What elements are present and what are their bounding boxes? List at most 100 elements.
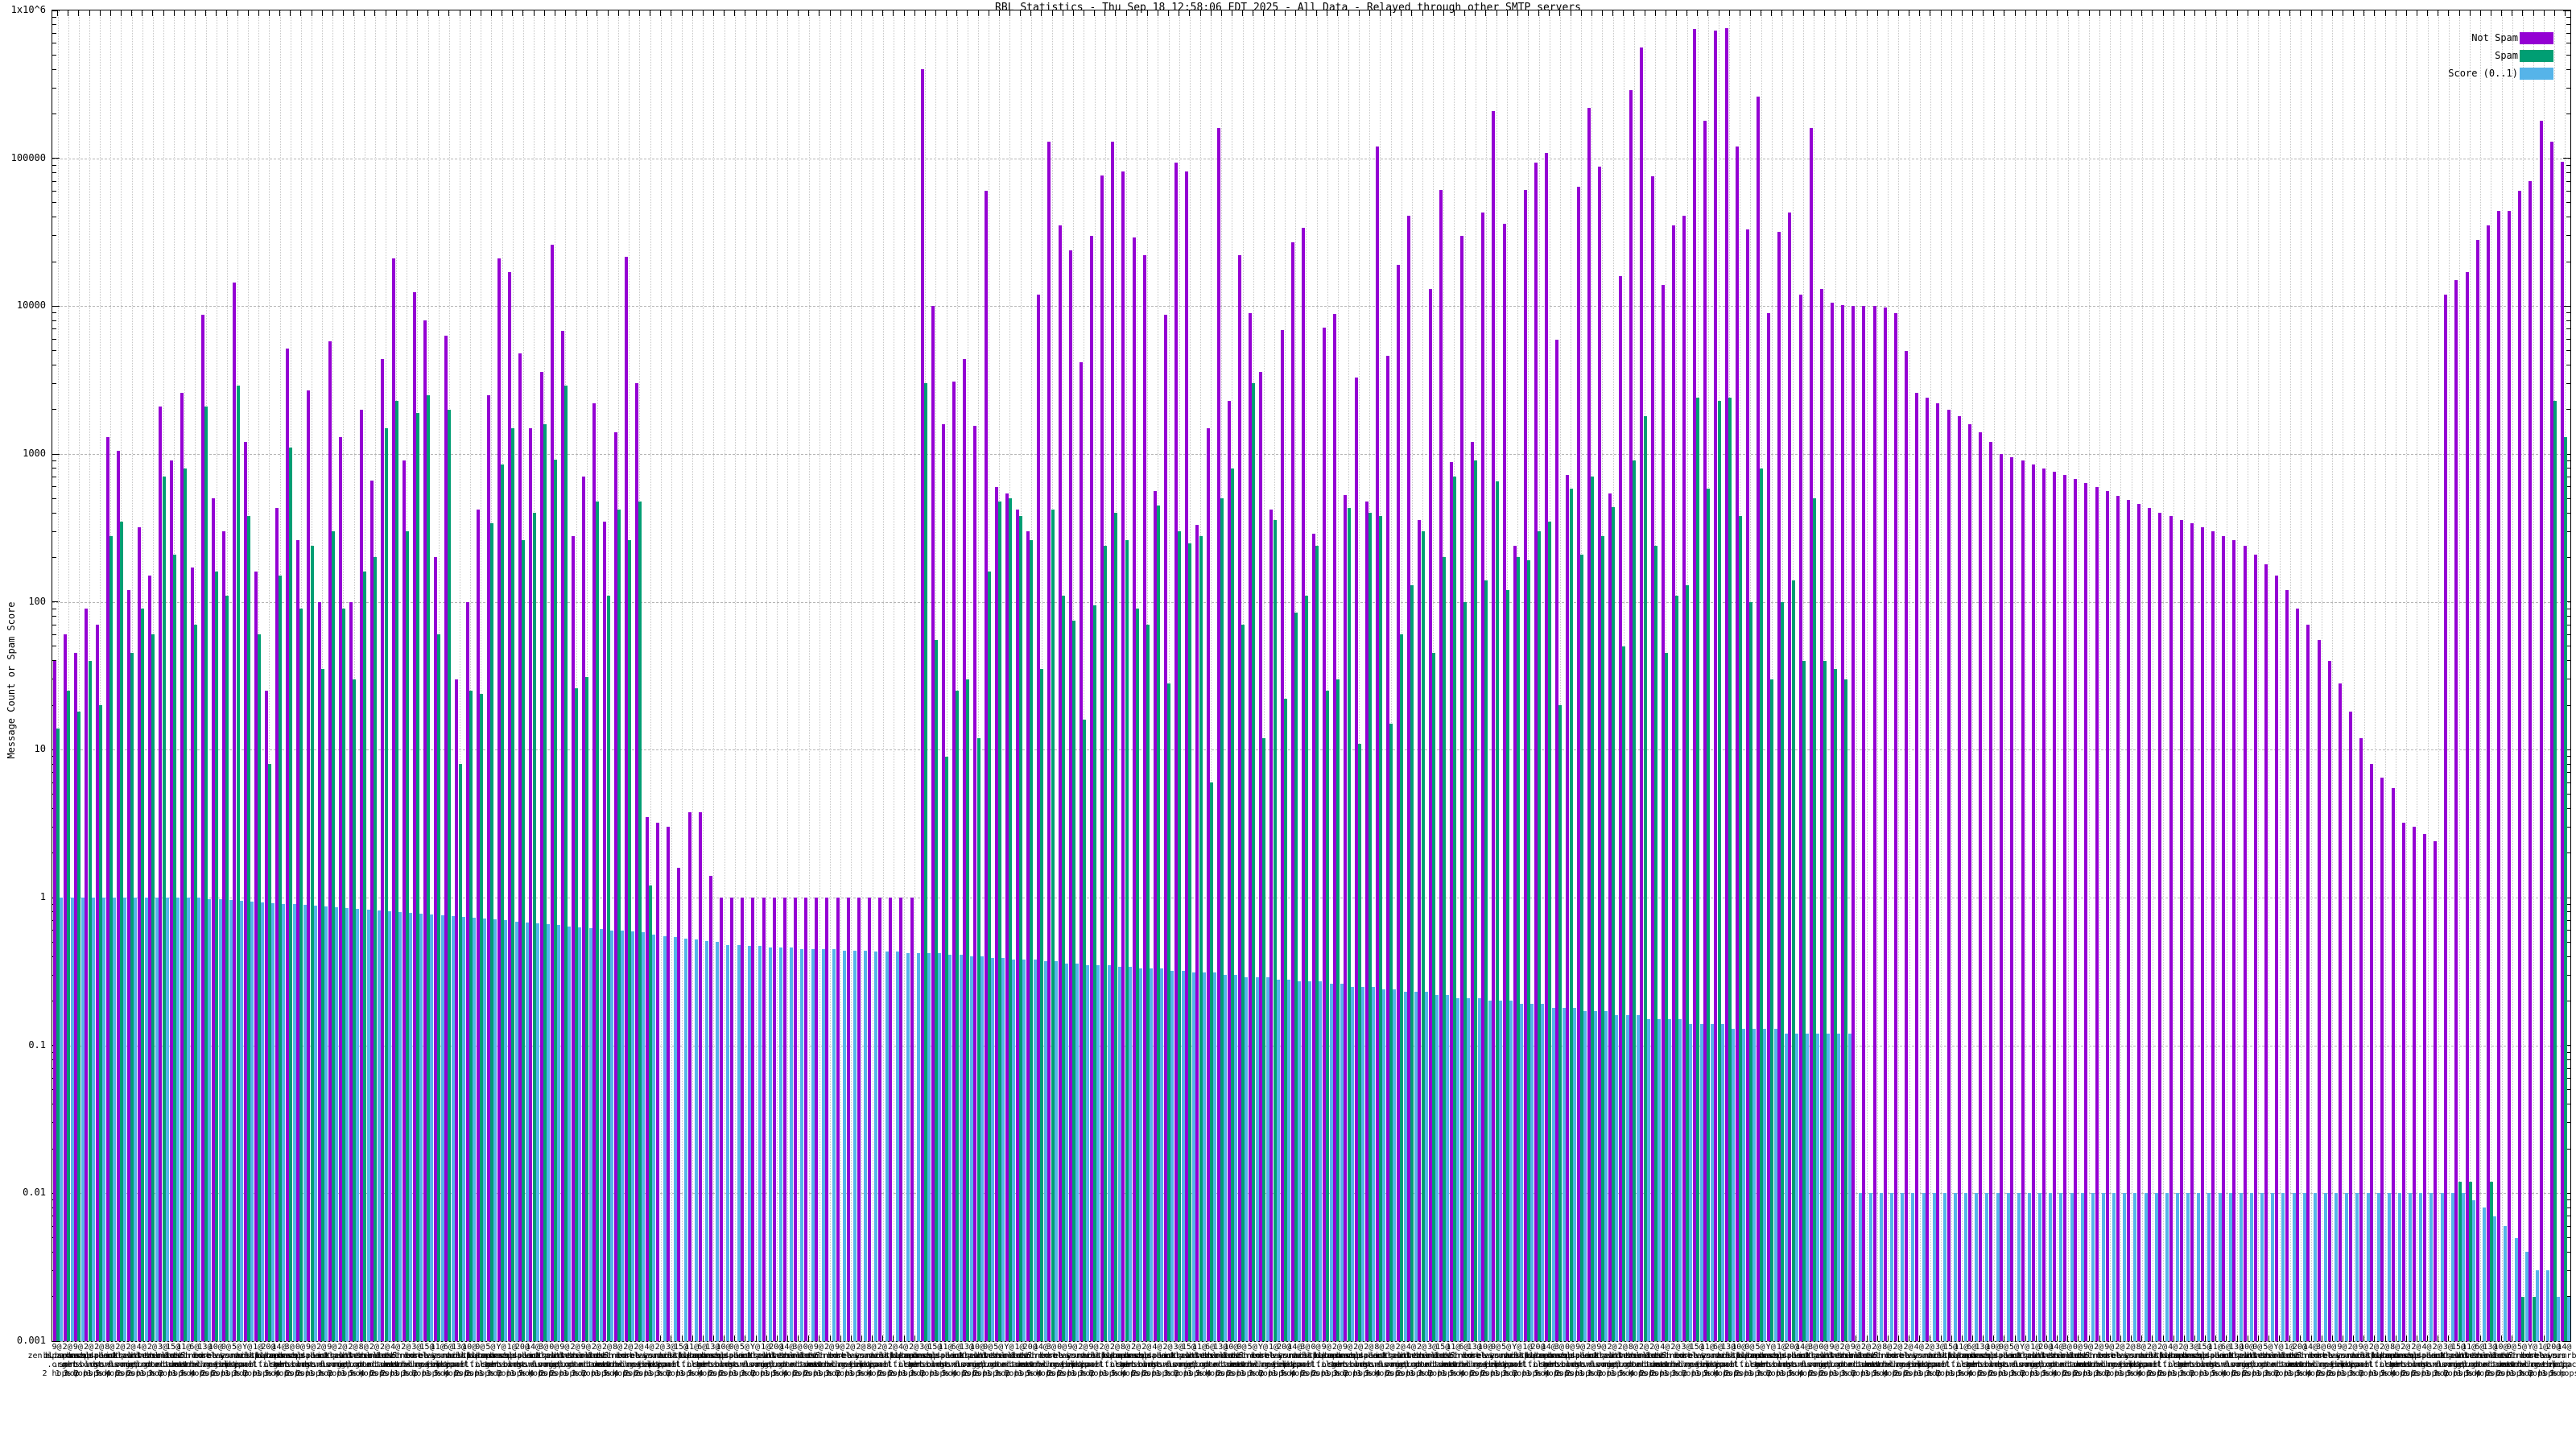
y-minor-tick-right [2566,756,2570,758]
bar-notspam [1375,147,1379,1341]
bar-score [2419,1193,2423,1341]
x-tick-bottom [2226,1335,2227,1341]
bar-notspam [1354,377,1358,1341]
x-tick-bottom [850,1335,852,1341]
bar-notspam [1418,519,1422,1341]
bar-score [652,935,656,1341]
y-minor-tick-right [2566,660,2570,662]
bar-score [1773,1028,1777,1341]
y-minor-tick-right [2566,171,2570,173]
bar-spam [553,459,557,1341]
bar-score [568,926,572,1341]
x-gridline [2311,10,2312,1341]
bar-score [1530,1004,1534,1341]
x-tick-top [1591,10,1592,16]
bar-notspam [1333,313,1337,1341]
x-tick-top [586,10,588,16]
y-minor-tick-right [2566,903,2570,905]
bar-notspam [2000,454,2004,1341]
x-tick-bottom [734,1335,736,1341]
x-tick-label: Y@ truncate .gbudb.net 3 hops [985,1343,1034,1378]
y-minor-tick-left [52,512,56,514]
bar-score [821,948,825,1341]
y-minor-tick-left [52,54,56,56]
bar-notspam [2179,519,2183,1341]
bar-notspam [2232,540,2236,1341]
bar-spam [427,394,431,1341]
bar-notspam [1026,531,1030,1341]
bar-spam [1125,540,1129,1341]
x-tick-top [2226,10,2227,16]
x-tick-label: 3@ z.mailspike .net 3 hops [1913,1343,1967,1378]
bar-notspam [1111,141,1115,1341]
x-tick-top [2300,10,2301,16]
x-tick-label: 3@ z.mailspike .net 4 hops [1278,1343,1332,1378]
x-gridline [2110,10,2112,1341]
x-tick-label: 5@ bl.spamcop .net 1 hop [1736,1343,1785,1378]
bar-score [694,939,698,1341]
x-gridline [882,10,884,1341]
bar-notspam [2264,564,2268,1341]
x-tick-top [946,10,947,16]
bar-score [1837,1034,1841,1341]
bar-spam [1791,580,1795,1341]
x-tick-label: 20@ ubl.unsubscore .com 1 hop [742,1343,811,1378]
x-tick-top [512,10,514,16]
bar-score [1901,1193,1905,1341]
bar-notspam [1037,294,1041,1341]
y-minor-tick-right [2566,704,2570,706]
x-tick-label: 2@ bl.spamcop .net 1 hop [890,1343,939,1378]
bar-notspam [2190,523,2194,1341]
x-tick-top [1707,10,1709,16]
x-tick-bottom [2279,1335,2281,1341]
x-tick-label: 3@ ips.backscatterer .org 3 hops [1137,1343,1220,1378]
bar-score [1446,994,1450,1341]
x-tick-bottom [2120,1335,2121,1341]
x-tick-label: 2@ dnsbl-1 .uceprotect.net 1 hop [1385,1343,1459,1378]
x-tick-label: 10@ hostkarma .junkemailfilter.com 2 hop… [1690,1343,1788,1378]
bar-spam [1516,557,1520,1341]
bar-notspam [95,625,99,1341]
bar-spam [2553,400,2557,1341]
x-gridline [1898,10,1900,1341]
bar-score [1245,976,1249,1341]
x-tick-top [1263,10,1265,16]
bar-score [1403,992,1407,1341]
bar-notspam [423,320,427,1341]
bar-notspam [1545,152,1549,1341]
x-tick-label: 2@ virus .rbl.jp 1 hop [2113,1343,2148,1378]
bar-spam [1686,584,1690,1341]
bar-score [2345,1193,2349,1341]
x-tick-top [448,10,450,16]
bar-spam [141,609,145,1341]
bar-score [2186,1193,2190,1341]
x-tick-label: 6@ dul.dnsbl .sorbs.net 5 hops [170,1343,219,1378]
bar-notspam [815,898,819,1341]
y-minor-tick-right [2566,1148,2570,1150]
bar-spam [987,572,991,1341]
x-tick-top [2057,10,2058,16]
x-tick-label: 9@ truncate .gbudb.net 3 hops [1831,1343,1880,1378]
x-tick-bottom [2300,1335,2301,1341]
bar-notspam [1682,215,1686,1341]
bar-notspam [1671,225,1675,1341]
x-tick-top [1993,10,1995,16]
bar-spam [1262,737,1266,1341]
bar-score [1911,1193,1915,1341]
x-gridline [1930,10,1931,1341]
x-tick-top [99,10,101,16]
bar-score [1033,960,1037,1341]
x-tick-top [109,10,111,16]
x-tick-label: 2@ wormrbl .imp.ch 1 hop [642,1343,677,1378]
x-axis-labels: 9@ zen.spamhaus .org 2 hops 2@ bl.spamcop… [0,1343,2576,1447]
x-tick-top [1983,10,1984,16]
bar-spam [585,677,589,1341]
bar-score [1191,972,1195,1341]
x-tick-top [2469,10,2471,16]
x-tick-top [702,10,704,16]
bar-score [451,915,455,1341]
x-tick-bottom [2353,1335,2355,1341]
bar-spam [1696,398,1700,1341]
bar-score [1467,997,1471,1341]
bar-score [461,917,465,1341]
